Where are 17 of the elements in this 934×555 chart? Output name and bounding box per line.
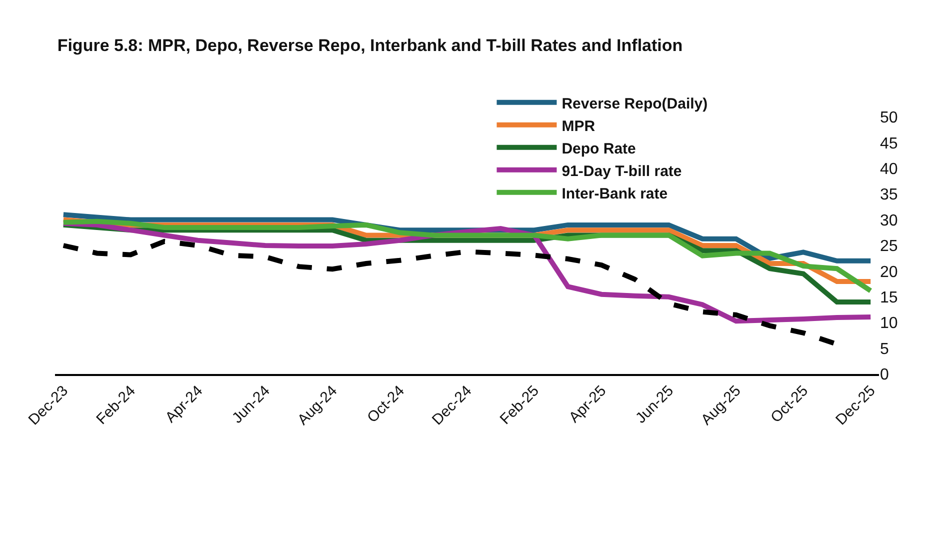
y-tick-label: 35: [880, 186, 898, 204]
y-tick-label: 45: [880, 135, 898, 152]
y-tick-label: 25: [880, 238, 898, 256]
y-tick-label: 20: [880, 264, 898, 281]
y-tick-label: 30: [880, 212, 898, 230]
legend-label: Depo Rate: [562, 140, 636, 158]
y-tick-label: 10: [880, 315, 898, 332]
chart-title: Figure 5.8: MPR, Depo, Reverse Repo, Interbank and T-bill Rates and Inflation: [56, 36, 684, 56]
y-tick-label: 40: [880, 161, 898, 178]
y-tick-label: 50: [880, 110, 898, 127]
legend-label: Reverse Repo(Daily): [562, 95, 708, 112]
y-tick-label: 0: [880, 366, 889, 384]
legend-label: Inter-Bank rate: [562, 185, 668, 202]
legend-label: 91-Day T-bill rate: [562, 162, 682, 180]
y-tick-label: 15: [880, 290, 898, 306]
legend-label: MPR: [562, 118, 596, 135]
y-tick-label: 5: [880, 340, 889, 358]
